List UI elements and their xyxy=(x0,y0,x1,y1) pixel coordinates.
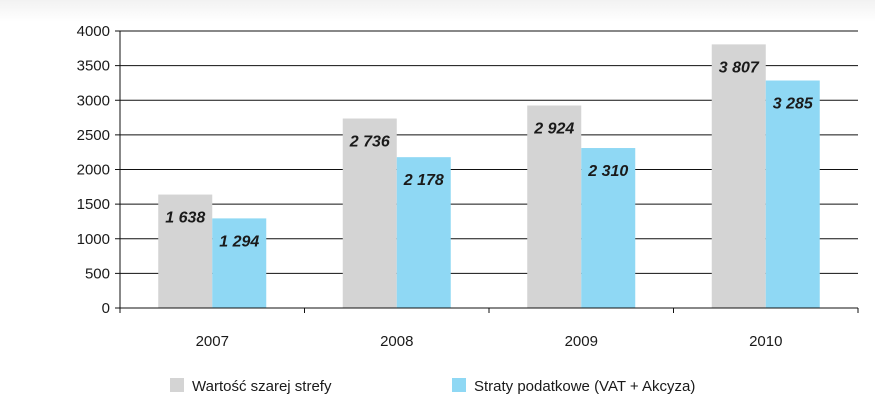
x-tick-label: 2009 xyxy=(565,333,598,350)
data-label: 2 310 xyxy=(587,163,628,180)
x-tick-label: 2008 xyxy=(380,333,413,350)
data-label: 3 285 xyxy=(773,96,814,113)
y-tick-label: 1000 xyxy=(77,231,110,248)
y-tick-label: 4000 xyxy=(77,23,110,40)
data-label: 2 178 xyxy=(403,172,444,189)
data-labels: 1 638 1 294 2 736 2 178 2 924 2 310 3 807 3 285 xyxy=(165,59,814,250)
legend-swatch xyxy=(170,378,184,392)
legend-label: Straty podatkowe (VAT + Akcyza) xyxy=(474,378,695,395)
legend: Wartość szarej strefy Straty podatkowe (V… xyxy=(170,378,695,395)
y-tick-label: 3000 xyxy=(77,92,110,109)
bar xyxy=(396,157,451,308)
legend-label: Wartość szarej strefy xyxy=(192,378,332,395)
bar xyxy=(212,218,267,308)
x-tick-label: 2010 xyxy=(749,333,782,350)
data-label: 2 924 xyxy=(533,121,574,138)
y-tick-label: 3500 xyxy=(77,58,110,75)
bar xyxy=(158,194,213,308)
axes: 0 500 1000 1500 2000 2500 3000 3500 4000 2007 2008… xyxy=(77,23,859,350)
y-tick-label: 2000 xyxy=(77,162,110,179)
bar xyxy=(342,118,397,308)
bar xyxy=(581,148,636,308)
y-tick-label: 1500 xyxy=(77,196,110,213)
data-label: 3 807 xyxy=(719,59,760,76)
y-tick-label: 0 xyxy=(102,300,110,317)
data-label: 1 294 xyxy=(219,233,259,250)
bars xyxy=(158,44,820,309)
bar xyxy=(711,44,766,309)
legend-swatch xyxy=(452,378,466,392)
y-tick-label: 2500 xyxy=(77,127,110,144)
data-label: 2 736 xyxy=(349,134,390,151)
x-tick-label: 2007 xyxy=(196,333,229,350)
bar xyxy=(765,80,820,308)
data-label: 1 638 xyxy=(165,210,205,227)
y-tick-label: 500 xyxy=(85,265,110,282)
bar xyxy=(527,105,582,308)
